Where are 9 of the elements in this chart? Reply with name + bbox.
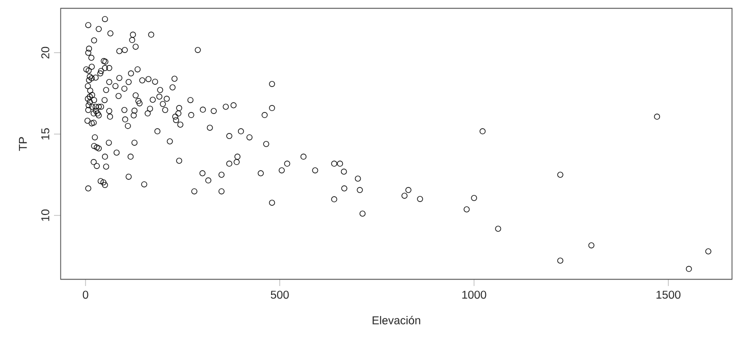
x-tick-label: 500 [270,290,289,299]
x-tick-label: 1000 [462,290,486,299]
y-tick-label: 10 [41,210,50,221]
x-tick-label: 1500 [656,290,680,299]
y-tick-label: 15 [41,128,50,140]
y-axis-title: TP [18,137,27,151]
x-axis-title: Elevación [372,316,420,324]
x-tick-label: 0 [82,290,88,299]
y-tick-label: 20 [41,46,50,58]
